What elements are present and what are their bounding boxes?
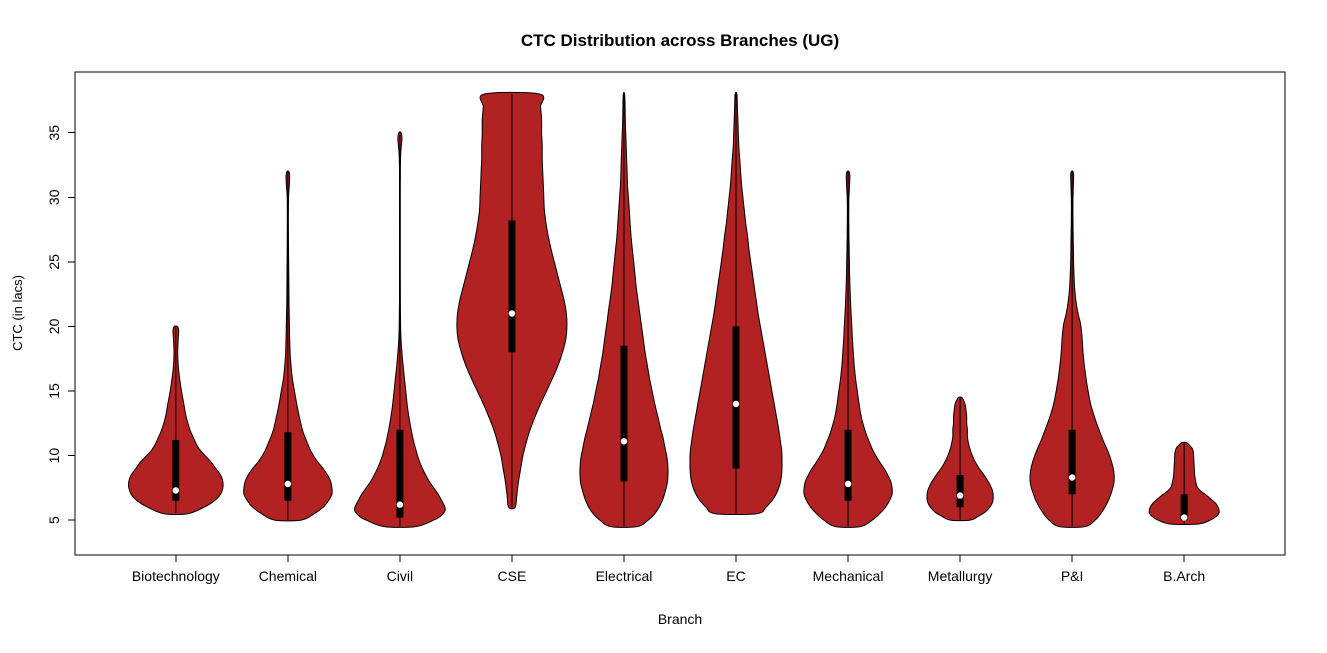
violin-cse — [456, 91, 568, 510]
median-dot — [284, 480, 292, 488]
violin-chemical — [243, 170, 333, 522]
x-tick-label: Electrical — [596, 568, 653, 584]
violin-b-arch — [1148, 441, 1220, 526]
plot-border — [74, 71, 1286, 556]
violin-biotechnology — [128, 325, 224, 516]
iqr-box — [284, 432, 292, 501]
y-tick-label: 30 — [46, 189, 62, 205]
violin-metallurgy — [926, 396, 994, 522]
median-dot — [1068, 474, 1076, 481]
iqr-box — [956, 474, 964, 508]
x-tick-label: Metallurgy — [928, 568, 993, 584]
y-tick-label: 5 — [46, 516, 62, 524]
plot-area: 5 10 15 20 25 30 35 Biotechnology Chemical Civil C… — [46, 71, 1286, 584]
x-tick-label: Civil — [387, 568, 413, 584]
iqr-box — [620, 345, 628, 482]
median-dot — [620, 438, 628, 445]
median-dot — [956, 492, 964, 499]
chart-title: CTC Distribution across Branches (UG) — [521, 31, 839, 50]
x-tick-label: EC — [726, 568, 745, 584]
x-axis-label: Branch — [658, 611, 702, 627]
iqr-box — [844, 429, 852, 501]
y-tick-label: 25 — [46, 254, 62, 270]
median-dot — [844, 480, 852, 488]
iqr-box — [396, 429, 404, 518]
violin-p-i — [1029, 170, 1115, 528]
median-dot — [396, 501, 404, 508]
y-tick-label: 10 — [46, 448, 62, 464]
x-tick-label: Chemical — [259, 568, 317, 584]
y-axis-label: CTC (in lacs) — [10, 275, 25, 351]
median-dot — [1180, 514, 1188, 521]
y-tick-label: 15 — [46, 383, 62, 399]
iqr-box — [172, 440, 180, 501]
x-tick-label: P&I — [1061, 568, 1084, 584]
violin-civil — [353, 131, 446, 528]
y-tick-label: 20 — [46, 318, 62, 334]
x-tick-label: Mechanical — [813, 568, 884, 584]
violin-electrical — [579, 91, 669, 528]
iqr-box — [1180, 494, 1188, 521]
iqr-box — [732, 326, 740, 469]
violin-mechanical — [803, 170, 893, 528]
violin-ec — [689, 91, 783, 516]
median-dot — [508, 310, 516, 317]
x-tick-label: Biotechnology — [132, 568, 220, 584]
x-tick-label: CSE — [498, 568, 527, 584]
x-tick-label: B.Arch — [1163, 568, 1205, 584]
median-dot — [172, 487, 180, 494]
median-dot — [732, 400, 740, 408]
iqr-box — [1068, 429, 1076, 495]
y-tick-label: 35 — [46, 125, 62, 141]
iqr-box — [508, 220, 516, 353]
